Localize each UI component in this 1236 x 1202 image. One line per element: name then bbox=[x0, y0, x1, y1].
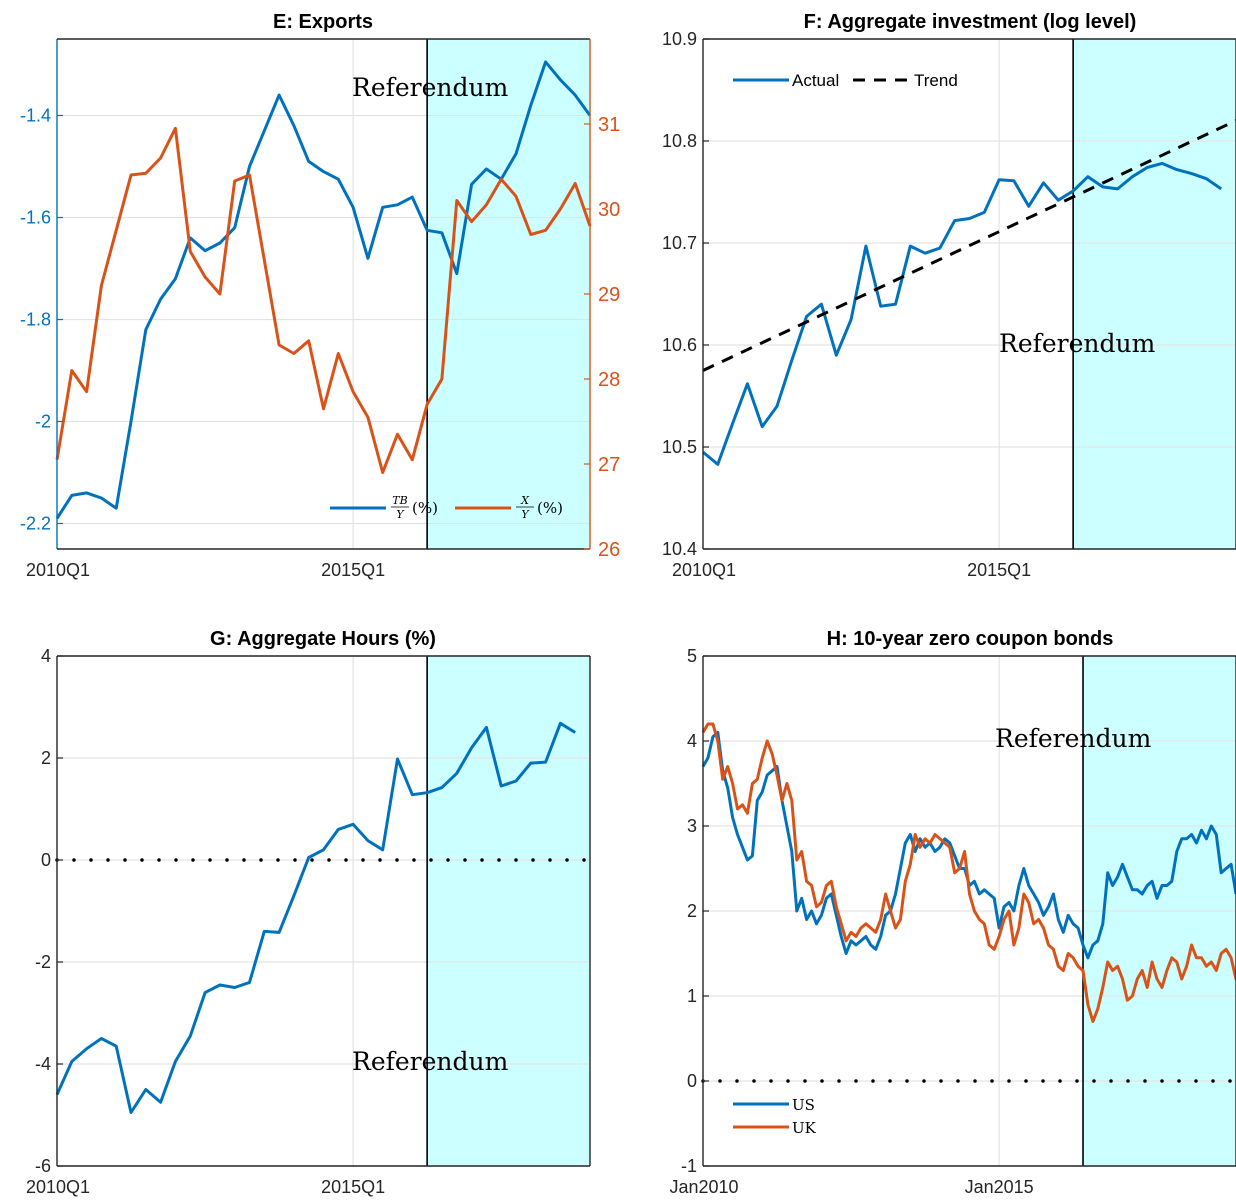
legend-numerator: TB bbox=[392, 494, 407, 507]
chart-title: G: Aggregate Hours (%) bbox=[210, 628, 436, 650]
series-line-main bbox=[55, 721, 576, 1114]
panel-g: -6 -4 -2 0 2 4 2010Q1 2015Q1 G: Aggregate Hours … bbox=[26, 628, 592, 1197]
y2-tick-label: 29 bbox=[598, 284, 620, 306]
y-tick-label: -2 bbox=[35, 952, 51, 972]
y-tick-label: -1 bbox=[681, 1156, 697, 1176]
referendum-annotation: Referendum bbox=[352, 1047, 509, 1076]
referendum-annotation: Referendum bbox=[352, 73, 509, 102]
y2-tick-label: 31 bbox=[598, 114, 620, 136]
y-tick-label: 10.5 bbox=[662, 437, 697, 457]
legend-suffix: (%) bbox=[537, 499, 563, 517]
legend: US UK bbox=[733, 1096, 817, 1137]
y-tick-label: 10.9 bbox=[662, 29, 697, 49]
y2-tick-label: 27 bbox=[598, 454, 620, 476]
post-referendum-shade bbox=[427, 656, 590, 1166]
legend-denominator: Y bbox=[396, 508, 405, 521]
x-tick-label: 2015Q1 bbox=[967, 560, 1031, 580]
x-tick-label: 2015Q1 bbox=[321, 560, 385, 580]
x-tick-label: 2010Q1 bbox=[26, 560, 90, 580]
legend-label-uk: UK bbox=[792, 1119, 817, 1137]
panel-e: -2.2 -2 -1.8 -1.6 -1.4 26 27 28 29 30 31 2010Q1 2015… bbox=[20, 11, 620, 580]
x-tick-label: 2010Q1 bbox=[26, 1177, 90, 1197]
y-tick-label: 4 bbox=[41, 646, 51, 666]
y-tick-label: 3 bbox=[687, 816, 697, 836]
y-tick-label: 1 bbox=[687, 986, 697, 1006]
y-tick-label: 10.8 bbox=[662, 131, 697, 151]
series-line-uk bbox=[701, 722, 1236, 1023]
x-tick-label: 2015Q1 bbox=[321, 1177, 385, 1197]
y-tick-label: -4 bbox=[35, 1054, 51, 1074]
y-tick-label: 5 bbox=[687, 646, 697, 666]
legend-label-actual: Actual bbox=[792, 71, 839, 90]
legend-numerator: X bbox=[520, 494, 530, 507]
legend-denominator: Y bbox=[521, 508, 530, 521]
y-tick-label: -2 bbox=[35, 412, 51, 432]
referendum-annotation: Referendum bbox=[999, 329, 1156, 358]
post-referendum-shade bbox=[1073, 39, 1236, 549]
series-line-actual bbox=[702, 161, 1223, 466]
legend-suffix: (%) bbox=[412, 499, 438, 517]
legend-label-us: US bbox=[792, 1096, 815, 1114]
y2-tick-label: 30 bbox=[598, 199, 620, 221]
legend: Actual Trend bbox=[733, 71, 958, 90]
y-tick-label: 0 bbox=[687, 1071, 697, 1091]
y-tick-label: -1.8 bbox=[20, 310, 51, 330]
panel-h: -1 0 1 2 3 4 5 Jan2010 Jan2015 H: 10-year zero co… bbox=[669, 628, 1236, 1197]
y-tick-label: 0 bbox=[41, 850, 51, 870]
chart-title: E: Exports bbox=[273, 11, 373, 33]
legend: TBY (%) XY (%) bbox=[330, 494, 563, 521]
x-tick-label: 2010Q1 bbox=[672, 560, 736, 580]
y-tick-label: -1.6 bbox=[20, 208, 51, 228]
y-tick-label: 2 bbox=[687, 901, 697, 921]
x-tick-label: Jan2015 bbox=[965, 1177, 1034, 1197]
y-tick-label: -2.2 bbox=[20, 514, 51, 534]
legend-label-trend: Trend bbox=[914, 71, 958, 90]
x-tick-label: Jan2010 bbox=[669, 1177, 738, 1197]
y2-tick-label: 26 bbox=[598, 539, 620, 561]
y2-tick-label: 28 bbox=[598, 369, 620, 391]
y-tick-label: 10.7 bbox=[662, 233, 697, 253]
y-tick-label: -6 bbox=[35, 1156, 51, 1176]
y-tick-label: 10.4 bbox=[662, 539, 697, 559]
y-tick-label: 2 bbox=[41, 748, 51, 768]
panel-f: 10.4 10.5 10.6 10.7 10.8 10.9 2010Q1 2015Q1 F: A… bbox=[662, 11, 1236, 580]
y-tick-label: -1.4 bbox=[20, 106, 51, 126]
series-line-right bbox=[55, 126, 592, 474]
y-tick-label: 10.6 bbox=[662, 335, 697, 355]
chart-title: F: Aggregate investment (log level) bbox=[804, 11, 1137, 33]
y-tick-label: 4 bbox=[687, 731, 697, 751]
post-referendum-shade bbox=[427, 39, 590, 549]
referendum-annotation: Referendum bbox=[995, 724, 1152, 753]
chart-title: H: 10-year zero coupon bonds bbox=[827, 628, 1114, 650]
series-line-trend bbox=[702, 119, 1236, 372]
